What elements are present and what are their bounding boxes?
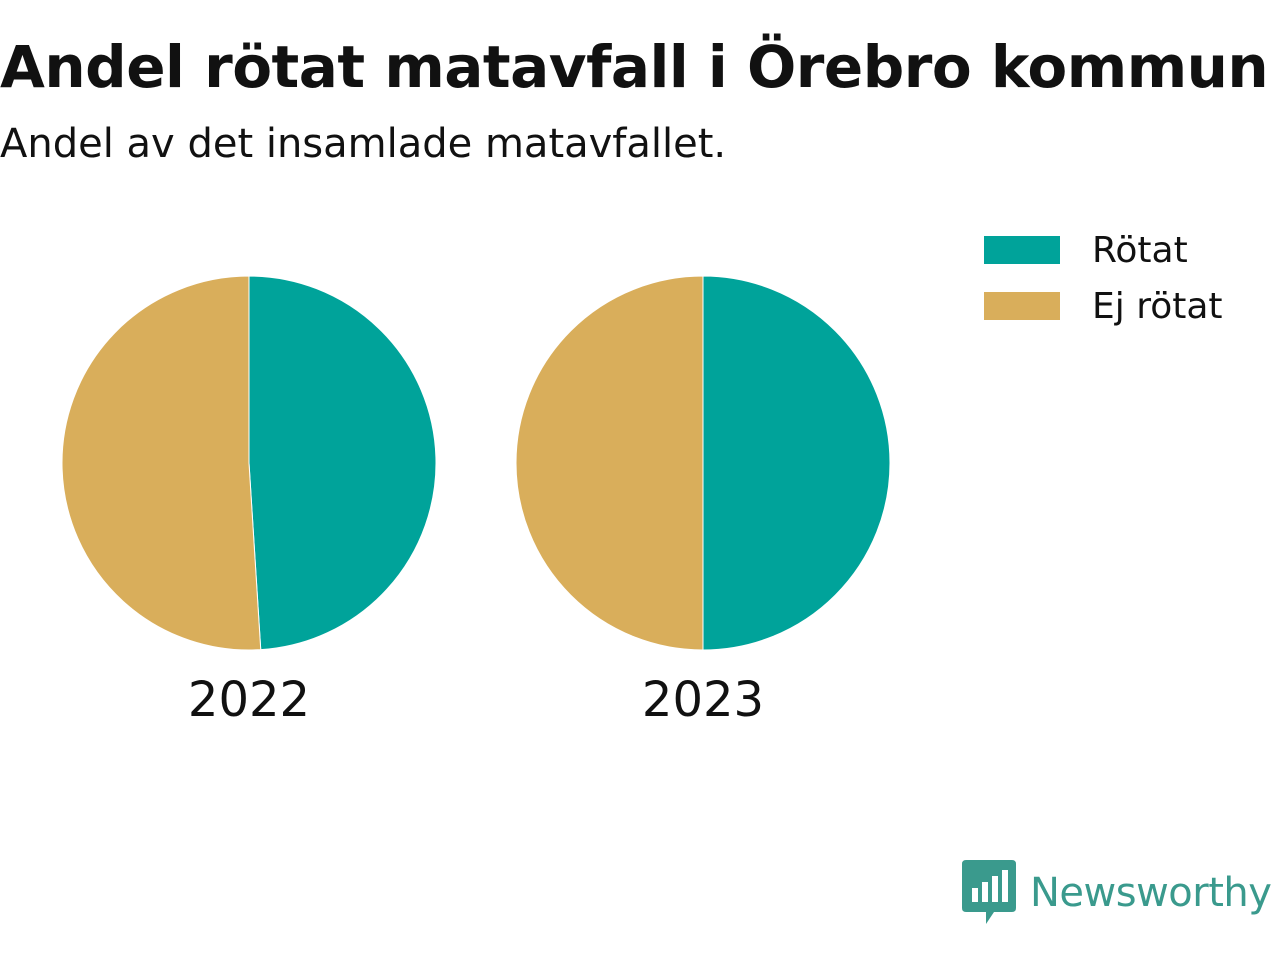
chart-title: Andel rötat matavfall i Örebro kommun bbox=[0, 33, 1269, 101]
legend-item-ej-rotat: Ej rötat bbox=[984, 278, 1223, 334]
legend-item-rotat: Rötat bbox=[984, 222, 1223, 278]
pie-slice-2022-rotat bbox=[248, 275, 437, 651]
pie-label-2023: 2023 bbox=[642, 672, 764, 728]
legend: Rötat Ej rötat bbox=[984, 222, 1223, 334]
pie-slice-2023-rotat bbox=[702, 275, 891, 651]
legend-swatch-ej-rotat bbox=[984, 292, 1060, 320]
pie-slice-2022-ej-rotat bbox=[61, 275, 262, 651]
legend-label-rotat: Rötat bbox=[1092, 229, 1188, 271]
brand-name: Newsworthy bbox=[1030, 870, 1272, 916]
legend-swatch-rotat bbox=[984, 236, 1060, 264]
legend-label-ej-rotat: Ej rötat bbox=[1092, 285, 1223, 327]
pie-label-2022: 2022 bbox=[188, 672, 310, 728]
pie-slice-2023-ej-rotat bbox=[515, 275, 704, 651]
chart-subtitle: Andel av det insamlade matavfallet. bbox=[0, 121, 727, 167]
brand-logo: Newsworthy bbox=[962, 860, 1272, 926]
newsworthy-logo-icon bbox=[962, 860, 1016, 924]
